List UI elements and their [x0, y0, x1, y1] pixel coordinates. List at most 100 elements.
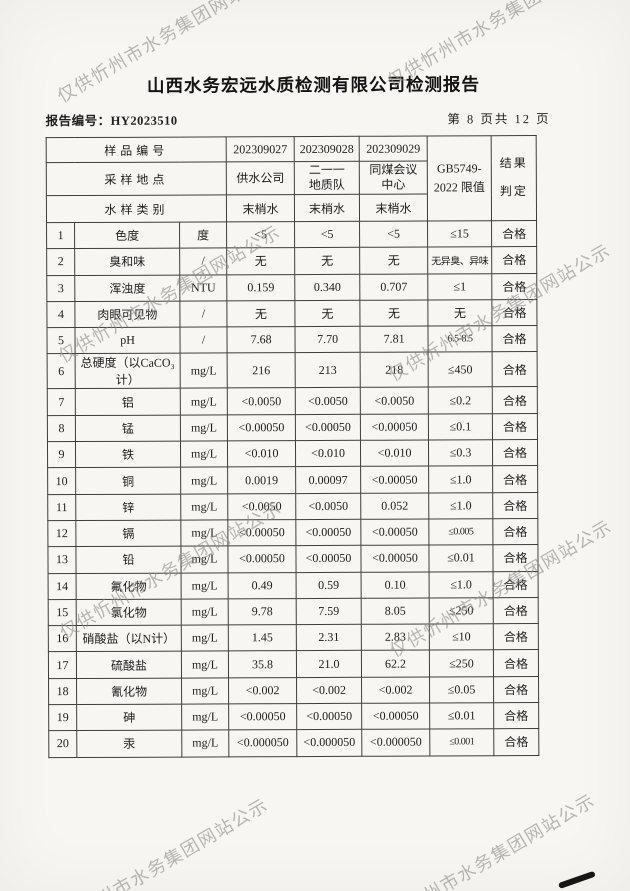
- sample3-value-cell: 0.10: [361, 571, 430, 599]
- row-number-cell: 14: [48, 573, 77, 600]
- result-value-cell: 合格: [492, 518, 538, 545]
- sample3-value-cell: <0.002: [361, 676, 430, 704]
- row-number-cell: 6: [47, 354, 76, 390]
- water-type-label-cell: 水样类别: [46, 194, 227, 223]
- sample2-value-cell: <0.010: [295, 440, 361, 467]
- row-number-cell: 18: [48, 678, 77, 705]
- sample1-value-cell: <0.002: [228, 677, 297, 704]
- sample-id-cell: 202309028: [294, 136, 360, 162]
- limit-value-cell: 6.5-8.5: [427, 325, 493, 353]
- sample3-value-cell: 62.2: [361, 650, 430, 678]
- result-value-cell: 合格: [491, 299, 537, 326]
- sample2-value-cell: 7.59: [296, 598, 362, 625]
- limit-value-cell: ≤0.1: [428, 413, 493, 441]
- sample1-value-cell: 9.78: [228, 598, 297, 626]
- limit-value-cell: 无异臭、异味: [427, 247, 492, 274]
- table-row: 1 色度度 <5 <5 <5 ≤15 合格: [46, 220, 537, 249]
- param-name-cell: 镉: [75, 520, 181, 547]
- report-title: 山西水务宏远水质检测有限公司检测报告: [146, 74, 480, 96]
- table-row: 16 硝酸盐（以N计） mg/L 1.45 2.31 2.83 ≤10 合格: [48, 623, 539, 653]
- limit-value-cell: ≤1.0: [428, 466, 493, 493]
- report-number: 报告编号：HY2023510: [45, 113, 178, 129]
- unit-cell: /: [179, 300, 227, 328]
- result-value-cell: 合格: [493, 597, 539, 624]
- result-value-cell: 合格: [492, 465, 538, 493]
- limit-value-cell: ≤0.005: [428, 518, 493, 546]
- sample3-value-cell: 0.052: [360, 492, 429, 520]
- row-number-cell: 4: [46, 301, 75, 328]
- table-row: 13 铅 mg/L <0.00050 <0.00050 <0.00050 ≤0.01 合格: [47, 544, 539, 574]
- result-value-cell: 合格: [493, 702, 539, 730]
- sample1-value-cell: 0.159: [226, 274, 295, 301]
- param-name-cell: 锌: [75, 493, 181, 521]
- limit-value-cell: ≤250: [429, 597, 494, 625]
- sample3-value-cell: <0.00050: [360, 518, 429, 546]
- sample1-value-cell: 0.49: [228, 572, 297, 599]
- param-name-cell: 硫酸盐: [76, 651, 182, 679]
- sample2-value-cell: <0.00050: [296, 703, 362, 730]
- sample2-value-cell: 0.340: [294, 273, 360, 301]
- sample1-value-cell: <0.00050: [227, 414, 296, 441]
- water-quality-results-table: 样品编号 202309027 202309028 202309029 GB574…: [46, 135, 540, 758]
- sample1-value-cell: <0.00050: [227, 519, 296, 547]
- param-name-cell: 氯化物: [76, 598, 182, 626]
- param-name-cell: 铁: [75, 441, 181, 468]
- water-type-cell: 末梢水: [294, 194, 360, 222]
- row-number-cell: 5: [46, 327, 76, 355]
- limit-value-cell: ≤1.0: [429, 571, 494, 598]
- sample3-value-cell: 无: [359, 247, 428, 274]
- unit-cell: mg/L: [180, 546, 229, 573]
- row-number-cell: 11: [47, 494, 76, 521]
- sample2-value-cell: 21.0: [296, 650, 362, 678]
- param-name-cell: 肉眼可见物: [74, 300, 180, 328]
- unit-cell: mg/L: [181, 703, 229, 731]
- result-value-cell: 合格: [492, 439, 538, 467]
- sample2-value-cell: 0.00097: [295, 466, 361, 494]
- param-name-cell: 氰化物: [76, 677, 182, 705]
- row-number-cell: 12: [47, 520, 76, 547]
- sample2-value-cell: 0.59: [296, 571, 362, 599]
- sample2-value-cell: <0.00050: [295, 414, 361, 441]
- sample2-value-cell: 213: [295, 352, 361, 389]
- results-table-body: 1 色度度 <5 <5 <5 ≤15 合格 2 臭和味 / 无无无无异臭、异味 合格 3 浑浊度 NTU 0.…: [46, 220, 539, 758]
- table-row: 3 浑浊度 NTU 0.159 0.340 0.707 ≤1 合格: [46, 273, 537, 302]
- table-row: 9 铁 mg/L <0.010 <0.010 <0.010 ≤0.3 合格: [47, 439, 538, 469]
- row-number-cell: 10: [47, 467, 76, 495]
- sample1-value-cell: <0.0050: [227, 493, 296, 520]
- sample3-value-cell: <0.0050: [360, 387, 429, 415]
- sample1-value-cell: 216: [227, 353, 296, 389]
- page-indicator: 第 8 页共 12 页: [447, 111, 551, 127]
- location-cell: 二一一 地质队: [294, 161, 360, 195]
- sample1-value-cell: <0.00050: [228, 703, 297, 731]
- table-row: 8 锰 mg/L <0.00050 <0.00050 <0.00050 ≤0.1 合格: [47, 413, 538, 442]
- param-name-cell: 铅: [75, 546, 182, 574]
- table-row: 14 氟化物 mg/L 0.49 0.59 0.10 ≤1.0 合格: [48, 571, 539, 600]
- result-value-cell: 合格: [493, 623, 539, 651]
- unit-cell: mg/L: [181, 651, 229, 678]
- param-name-cell: 总硬度（以CaCO₃计）: [75, 353, 181, 390]
- limit-value-cell: ≤0.001: [429, 729, 494, 756]
- table-row: 19 砷 mg/L <0.00050 <0.00050 <0.00050 ≤0.01 合格: [48, 702, 539, 732]
- unit-cell: /: [179, 248, 227, 275]
- result-value-cell: 合格: [492, 387, 538, 414]
- sample2-value-cell: <0.0050: [295, 492, 361, 520]
- result-value-cell: 合格: [491, 273, 537, 300]
- sample3-value-cell: <0.00050: [360, 466, 429, 493]
- water-type-cell: 末梢水: [226, 194, 295, 222]
- param-name-cell: 浑浊度: [74, 274, 180, 302]
- result-value-cell: 合格: [491, 325, 538, 353]
- sample2-value-cell: <5: [294, 221, 360, 248]
- location-cell: 同煤会议 中心: [359, 161, 428, 195]
- unit-cell: mg/L: [181, 572, 229, 599]
- unit-cell: mg/L: [181, 677, 229, 705]
- row-number-cell: 2: [46, 248, 75, 276]
- sample3-value-cell: <0.000050: [361, 729, 430, 756]
- water-type-cell: 末梢水: [359, 194, 428, 222]
- limit-value-cell: ≤0.01: [429, 702, 494, 730]
- sample3-value-cell: 2.83: [361, 624, 430, 651]
- table-row: 10 铜 mg/L 0.0019 0.00097 <0.00050 ≤1.0 合格: [47, 465, 538, 495]
- header-row-sample-id: 样品编号 202309027 202309028 202309029 GB574…: [46, 135, 537, 222]
- sample3-value-cell: 218: [360, 352, 429, 388]
- result-value-cell: 合格: [493, 571, 539, 598]
